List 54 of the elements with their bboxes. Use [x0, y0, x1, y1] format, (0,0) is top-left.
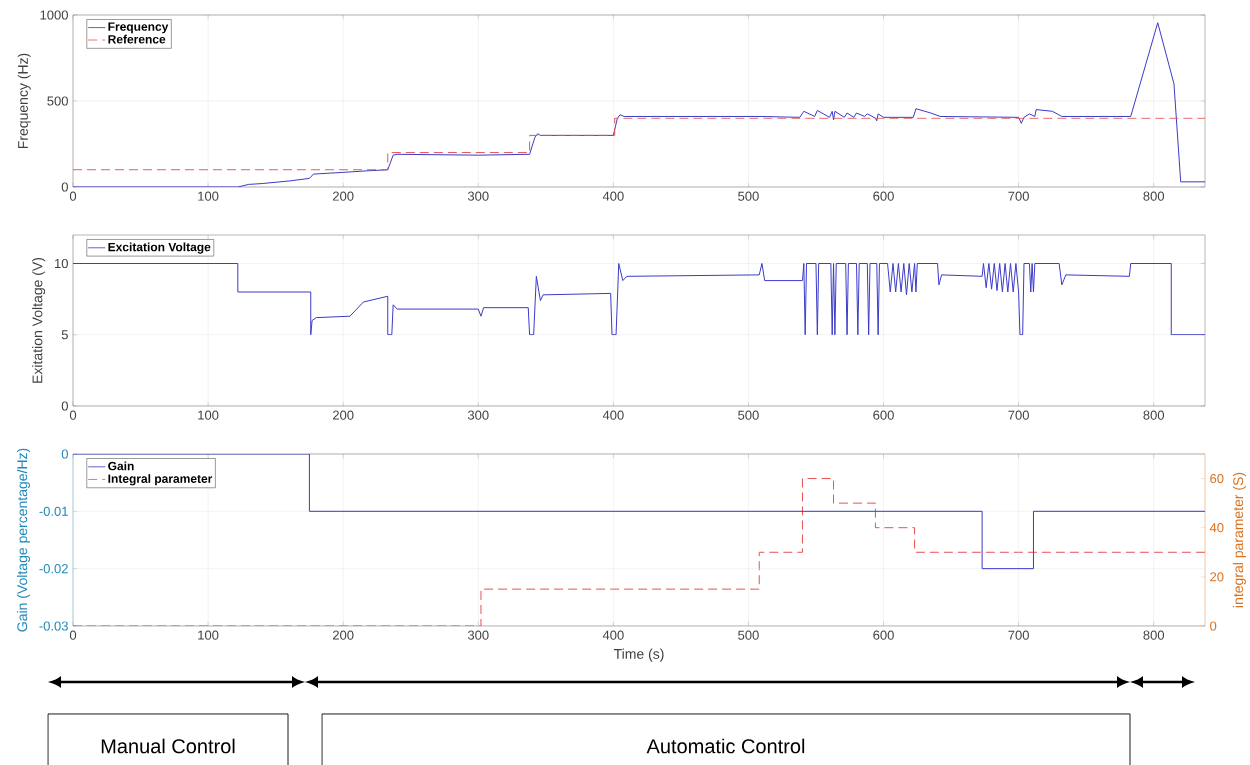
x-tick-label: 300 [467, 630, 489, 640]
legend-label: Integral parameter [108, 474, 213, 486]
x-tick-label: 400 [602, 191, 624, 201]
y-tick-label: 5 [61, 330, 68, 340]
legend-label: Reference [108, 34, 166, 44]
x-tick-label: 0 [69, 191, 77, 201]
y2-tick-label: 20 [1210, 572, 1224, 582]
x-tick-label: 400 [602, 410, 624, 420]
x-tick-label: 100 [198, 191, 219, 201]
text: Automatic Control [646, 738, 805, 754]
text: Manual Control [101, 738, 235, 754]
y-axis-title: Gain (Voltage percentage/Hz) [16, 448, 30, 632]
x-tick-label: 600 [873, 410, 894, 420]
x-tick-label: 400 [602, 630, 624, 640]
x-tick-label: 0 [69, 630, 77, 640]
x-tick-label: 800 [1143, 191, 1165, 201]
x-tick-label: 500 [738, 191, 759, 201]
x-axis-title: Time (s) [613, 648, 664, 662]
legend-label: Gain [108, 461, 134, 471]
x-tick-label: 600 [873, 191, 894, 201]
x-tick-label: 200 [332, 191, 354, 201]
y-tick-label: 500 [47, 96, 68, 106]
y2-tick-label: 0 [1210, 621, 1217, 631]
x-tick-label: 100 [198, 410, 219, 420]
y-tick-label: -0.02 [39, 564, 68, 574]
x-tick-label: 800 [1143, 410, 1165, 420]
y-tick-label: 0 [61, 449, 68, 459]
y-tick-label: 0 [61, 182, 68, 192]
x-tick-label: 200 [332, 410, 354, 420]
y-tick-label: -0.03 [39, 621, 68, 631]
x-tick-label: 100 [198, 630, 219, 640]
y-tick-label: 0 [61, 401, 68, 411]
x-tick-label: 200 [332, 630, 354, 640]
x-tick-label: 700 [1008, 410, 1029, 420]
line-series [73, 262, 1206, 336]
y2-tick-label: 60 [1210, 473, 1224, 484]
x-tick-label: 500 [738, 630, 759, 640]
x-tick-label: 700 [1008, 191, 1029, 201]
x-tick-label: 700 [1008, 630, 1029, 640]
y-tick-label: -0.01 [39, 506, 68, 516]
y-axis-title: Frequency (Hz) [17, 53, 31, 149]
y-tick-label: 10 [55, 258, 68, 269]
x-tick-label: 600 [873, 630, 894, 640]
y-tick-label: 1000 [40, 10, 68, 20]
x-tick-label: 500 [738, 410, 759, 420]
legend-label: Frequency [108, 22, 169, 34]
x-tick-label: 0 [69, 410, 77, 420]
y2-axis-title: integral parameter (S) [1232, 472, 1246, 608]
y2-tick-label: 40 [1209, 523, 1224, 533]
y-axis-title: Exitation Voltage (V) [32, 257, 46, 383]
legend-label: Excitation Voltage [108, 242, 211, 254]
x-tick-label: 300 [467, 191, 489, 201]
x-tick-label: 300 [467, 410, 489, 420]
x-tick-label: 800 [1143, 630, 1165, 640]
